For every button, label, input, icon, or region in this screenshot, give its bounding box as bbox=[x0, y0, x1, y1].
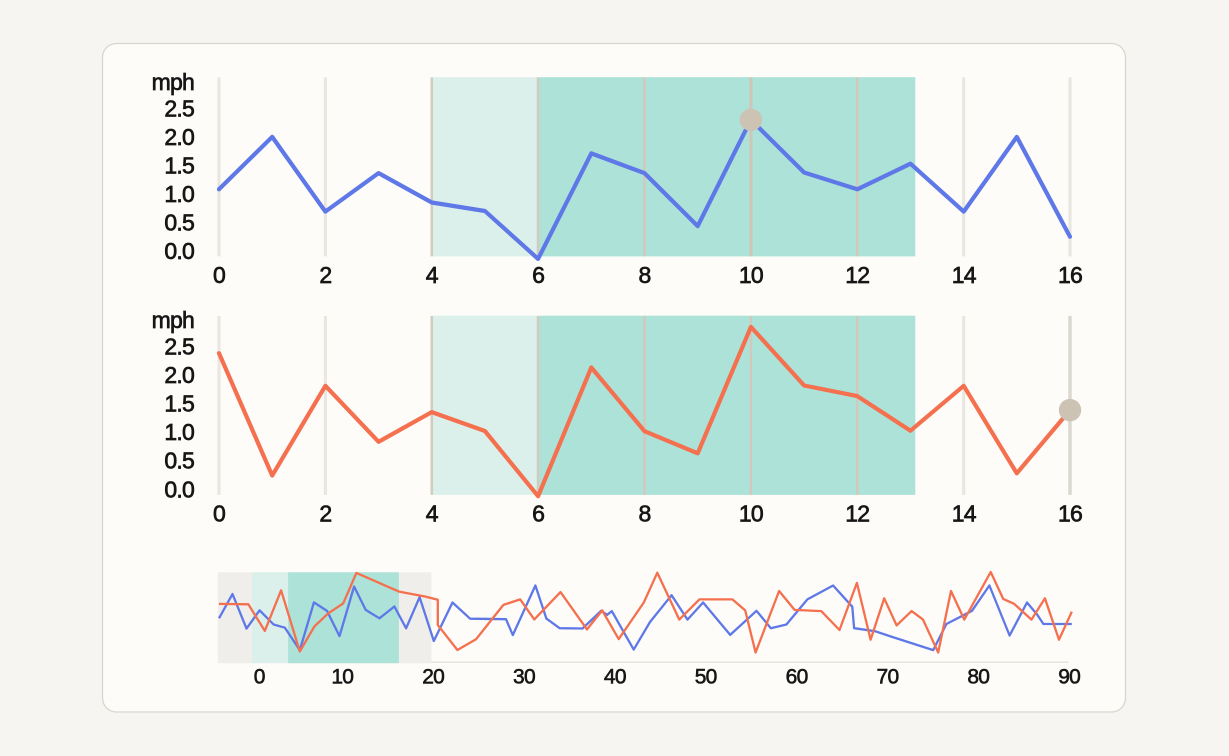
svg-text:10: 10 bbox=[739, 262, 763, 288]
svg-text:90: 90 bbox=[1058, 666, 1080, 689]
svg-text:1.0: 1.0 bbox=[164, 181, 194, 207]
svg-text:0: 0 bbox=[254, 666, 265, 689]
svg-text:20: 20 bbox=[422, 666, 444, 689]
svg-text:4: 4 bbox=[426, 262, 439, 288]
svg-text:6: 6 bbox=[532, 262, 544, 288]
svg-text:1.0: 1.0 bbox=[164, 419, 194, 445]
svg-text:mph: mph bbox=[152, 69, 194, 95]
svg-text:4: 4 bbox=[426, 500, 439, 526]
svg-text:12: 12 bbox=[845, 262, 869, 288]
svg-text:0: 0 bbox=[213, 500, 225, 526]
svg-text:8: 8 bbox=[639, 500, 651, 526]
svg-text:0.0: 0.0 bbox=[164, 476, 194, 502]
svg-text:50: 50 bbox=[695, 666, 717, 689]
svg-text:2: 2 bbox=[319, 262, 331, 288]
svg-text:mph: mph bbox=[152, 307, 194, 333]
svg-text:14: 14 bbox=[952, 262, 977, 288]
svg-text:6: 6 bbox=[532, 500, 544, 526]
svg-text:2: 2 bbox=[319, 500, 331, 526]
svg-text:2.5: 2.5 bbox=[164, 333, 194, 359]
svg-text:60: 60 bbox=[786, 666, 808, 689]
svg-text:0.5: 0.5 bbox=[164, 448, 194, 474]
svg-text:1.5: 1.5 bbox=[164, 391, 194, 417]
svg-text:16: 16 bbox=[1058, 500, 1082, 526]
svg-text:40: 40 bbox=[604, 666, 626, 689]
svg-text:14: 14 bbox=[952, 500, 977, 526]
svg-text:0.5: 0.5 bbox=[164, 209, 194, 235]
svg-text:16: 16 bbox=[1058, 262, 1082, 288]
svg-text:30: 30 bbox=[513, 666, 535, 689]
svg-text:8: 8 bbox=[639, 262, 651, 288]
svg-text:2.0: 2.0 bbox=[164, 362, 194, 388]
svg-text:12: 12 bbox=[845, 500, 869, 526]
svg-text:0: 0 bbox=[213, 262, 225, 288]
svg-text:1.5: 1.5 bbox=[164, 152, 194, 178]
svg-text:2.5: 2.5 bbox=[164, 95, 194, 121]
svg-text:80: 80 bbox=[967, 666, 989, 689]
svg-text:70: 70 bbox=[877, 666, 899, 689]
svg-text:10: 10 bbox=[739, 500, 763, 526]
svg-text:0.0: 0.0 bbox=[164, 238, 194, 264]
svg-text:2.0: 2.0 bbox=[164, 124, 194, 150]
svg-text:10: 10 bbox=[331, 666, 353, 689]
